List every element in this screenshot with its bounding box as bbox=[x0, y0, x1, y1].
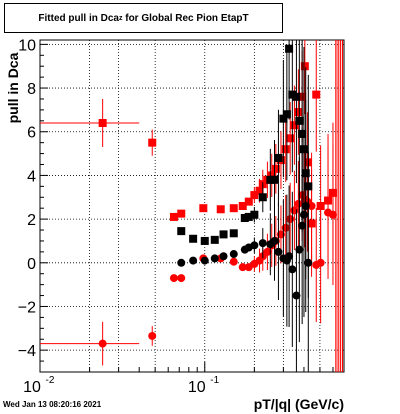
data-point-square bbox=[286, 134, 295, 143]
data-point-circle bbox=[298, 221, 307, 230]
timestamp: Wed Jan 13 08:20:16 2021 bbox=[3, 400, 102, 409]
data-point-circle bbox=[301, 202, 310, 210]
y-axis-label: pull in Dca bbox=[5, 52, 21, 124]
data-point-square bbox=[290, 121, 299, 130]
data-point-square bbox=[177, 227, 186, 236]
plot-frame bbox=[39, 39, 345, 373]
data-point-square bbox=[281, 145, 290, 154]
data-point-circle bbox=[250, 241, 259, 250]
data-point-circle bbox=[189, 256, 198, 265]
data-point-square bbox=[244, 197, 253, 206]
data-point-square bbox=[255, 186, 264, 195]
data-point-circle bbox=[229, 250, 238, 259]
data-point-circle bbox=[200, 256, 209, 265]
y-tick-label: 4 bbox=[27, 168, 36, 185]
data-point-circle bbox=[270, 236, 279, 245]
data-point-circle bbox=[263, 247, 272, 256]
data-point-square bbox=[271, 164, 280, 173]
data-point-circle bbox=[328, 210, 337, 219]
data-point-circle bbox=[286, 215, 295, 224]
data-point-circle bbox=[177, 274, 186, 283]
data-point-square bbox=[258, 193, 267, 202]
data-point-circle bbox=[304, 258, 313, 267]
data-point-square bbox=[312, 90, 321, 99]
data-point-square bbox=[300, 62, 309, 71]
data-point-circle bbox=[177, 258, 186, 267]
data-point-square bbox=[279, 114, 288, 123]
y-tick-label: 2 bbox=[27, 212, 36, 229]
data-point-square bbox=[267, 171, 276, 180]
data-point-circle bbox=[316, 258, 325, 267]
data-point-square bbox=[189, 234, 198, 243]
chart-title-main: Fitted pull in Dca bbox=[38, 12, 119, 24]
data-point-circle bbox=[210, 254, 219, 263]
data-point-square bbox=[244, 212, 253, 221]
chart-title: Fitted pull in Dca z for Global Rec Pion … bbox=[4, 3, 283, 33]
y-tick-label: −4 bbox=[18, 343, 36, 360]
data-point-square bbox=[216, 205, 225, 214]
data-point-square bbox=[177, 209, 186, 218]
data-point-square bbox=[285, 44, 294, 53]
data-point-circle bbox=[288, 265, 297, 274]
y-tick-label: 6 bbox=[27, 125, 36, 142]
x-tick-label: 10 bbox=[23, 379, 41, 396]
data-point-circle bbox=[307, 202, 316, 210]
data-point-square bbox=[200, 236, 209, 245]
data-point-square bbox=[282, 110, 291, 119]
data-point-square bbox=[288, 90, 297, 99]
data-point-square bbox=[266, 175, 275, 184]
data-point-circle bbox=[258, 239, 267, 248]
data-point-circle bbox=[238, 263, 247, 272]
data-point-circle bbox=[292, 291, 301, 300]
data-point-square bbox=[219, 230, 228, 239]
data-point-square bbox=[250, 191, 259, 200]
data-point-square bbox=[270, 175, 279, 184]
data-point-circle bbox=[219, 252, 228, 261]
y-tick-label: 8 bbox=[27, 81, 36, 98]
x-tick-exponent: -1 bbox=[210, 375, 219, 386]
y-tick-label: 10 bbox=[18, 37, 36, 54]
data-point-square bbox=[210, 235, 219, 244]
data-point-circle bbox=[285, 252, 294, 261]
data-point-square bbox=[169, 212, 178, 221]
data-point-square bbox=[294, 108, 303, 117]
data-point-square bbox=[250, 210, 259, 219]
x-axis-label: pT/|q| (GeV/c) bbox=[253, 396, 344, 412]
y-tick-label: 0 bbox=[27, 256, 36, 273]
data-point-square bbox=[295, 116, 304, 125]
data-point-square bbox=[292, 92, 301, 101]
data-point-circle bbox=[299, 210, 308, 219]
data-point-circle bbox=[169, 274, 178, 283]
data-point-circle bbox=[294, 199, 303, 208]
data-point-square bbox=[229, 229, 238, 238]
data-point-square bbox=[98, 119, 107, 127]
data-point-circle bbox=[229, 257, 238, 266]
chart-title-rest: for Global Rec Pion EtapT bbox=[122, 12, 249, 24]
data-point-circle bbox=[148, 331, 157, 340]
chart-title-subscript: z bbox=[118, 14, 123, 22]
data-point-circle bbox=[274, 247, 283, 256]
data-point-circle bbox=[295, 245, 304, 254]
data-point-circle bbox=[98, 339, 107, 348]
x-tick-label: 10 bbox=[188, 379, 206, 396]
data-point-square bbox=[274, 153, 283, 162]
data-point-square bbox=[238, 202, 247, 210]
x-tick-exponent: -2 bbox=[46, 375, 55, 386]
data-point-square bbox=[199, 204, 208, 213]
data-point-square bbox=[229, 204, 238, 213]
data-point-square bbox=[148, 138, 157, 147]
y-tick-label: −2 bbox=[18, 299, 36, 316]
